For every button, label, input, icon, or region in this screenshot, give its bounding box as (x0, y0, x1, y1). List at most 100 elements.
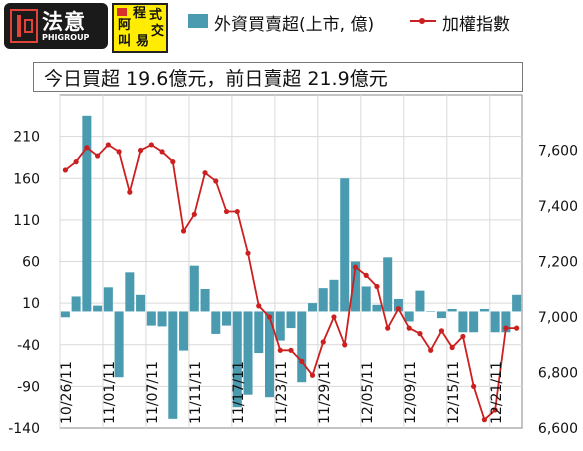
index-point (406, 325, 412, 331)
bar (125, 272, 135, 312)
index-point (417, 331, 423, 337)
right-axis-tick-label: 7,200 (538, 255, 578, 271)
bar (393, 298, 403, 312)
phigroup-logo-icon (10, 9, 38, 43)
left-axis-tick-label: 10 (22, 296, 40, 312)
index-point (288, 347, 294, 353)
left-axis-tick-label: 110 (13, 213, 40, 229)
index-point (277, 347, 283, 353)
bar (179, 311, 189, 351)
bar (136, 294, 146, 312)
legend-bar-swatch (188, 14, 208, 28)
phigroup-logo: 法意 PHIGROUP (4, 3, 108, 49)
x-axis-tick-label: 11/17/11 (231, 361, 247, 424)
bar (114, 311, 124, 378)
logo-stamp-icon (117, 8, 127, 16)
index-point (471, 383, 477, 389)
index-point (137, 147, 144, 154)
index-point (428, 347, 434, 353)
bar (404, 311, 414, 322)
right-axis-tick-label: 7,600 (538, 144, 578, 160)
bar (264, 311, 275, 398)
logo-char: 易 (136, 34, 150, 49)
bar (490, 311, 500, 333)
bar (501, 311, 511, 333)
index-point (309, 372, 316, 378)
bar (383, 257, 393, 312)
bar (436, 311, 446, 319)
bar (340, 178, 350, 312)
right-axis-tick-label: 6,800 (538, 366, 578, 382)
left-axis-tick-label: -90 (17, 379, 40, 395)
index-point (84, 145, 90, 151)
bar (512, 294, 522, 312)
x-axis-tick-label: 11/29/11 (317, 361, 333, 424)
index-point (299, 358, 305, 364)
logo-english-name: PHIGROUP (42, 33, 90, 42)
index-point (331, 314, 337, 320)
index-point (191, 211, 197, 217)
right-axis-tick-label: 6,600 (538, 421, 578, 437)
bar (275, 311, 285, 341)
left-axis-tick-label: 160 (13, 171, 40, 187)
index-point (127, 189, 133, 195)
index-point (159, 149, 165, 155)
x-axis-tick-label: 11/23/11 (274, 361, 290, 424)
x-axis-tick-label: 11/11/11 (188, 361, 204, 424)
left-axis-tick-label: -140 (8, 421, 40, 437)
legend-line-label: 加權指數 (442, 15, 510, 35)
index-point (223, 208, 230, 215)
bar (361, 286, 371, 312)
legend-line-marker (419, 18, 425, 24)
bar (222, 311, 232, 326)
index-point (256, 303, 262, 309)
bar (60, 311, 70, 318)
bar (103, 287, 113, 312)
bar (93, 305, 103, 312)
index-point (363, 272, 369, 278)
bar (329, 279, 339, 312)
index-point (492, 407, 498, 413)
left-axis-tick-label: 210 (13, 130, 40, 146)
bar (318, 288, 328, 312)
logo-char: 程 (133, 6, 147, 21)
index-point (342, 342, 348, 348)
x-axis-tick-label: 10/26/11 (59, 361, 75, 424)
index-point (266, 314, 273, 320)
index-point (503, 325, 509, 331)
bar (146, 311, 156, 326)
bar (157, 311, 167, 327)
index-point (148, 142, 154, 148)
index-point (202, 170, 208, 176)
index-point (395, 306, 402, 312)
index-point (481, 417, 487, 423)
index-point (449, 344, 455, 351)
index-point (320, 339, 326, 345)
bar (254, 311, 264, 354)
summary-text: 今日買超 19.6億元，前日賣超 21.9億元 (44, 68, 388, 90)
index-point (62, 167, 68, 173)
left-axis-tick-label: 60 (22, 255, 40, 271)
index-point (234, 208, 240, 215)
index-point (180, 228, 187, 234)
bar (307, 303, 318, 312)
summary-box: 今日買超 19.6億元，前日賣超 21.9億元 (33, 62, 523, 92)
bar (372, 304, 382, 312)
legend-bar-label: 外資買賣超(上市, 億) (214, 15, 375, 35)
bar (469, 311, 479, 333)
bar (82, 115, 92, 312)
logo-char: 式 (149, 8, 163, 23)
index-point (385, 325, 391, 331)
bar (297, 311, 307, 383)
x-axis-tick-label: 11/01/11 (102, 361, 118, 424)
right-axis-tick-label: 7,400 (538, 199, 578, 215)
index-point (213, 178, 219, 184)
left-axis-tick-label: -40 (17, 338, 40, 354)
program-trading-logo: 阿 程 式 叫 易 交 (112, 3, 168, 53)
index-point (352, 264, 359, 270)
index-point (438, 328, 445, 334)
x-axis-tick-label: 12/15/11 (446, 361, 462, 424)
index-point (105, 142, 111, 148)
bar (415, 290, 425, 312)
index-point (514, 325, 520, 331)
